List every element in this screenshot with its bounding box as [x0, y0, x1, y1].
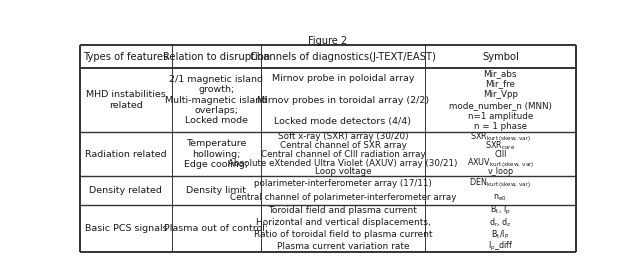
Text: Temperature
hollowing;
Edge cooling;: Temperature hollowing; Edge cooling; [184, 139, 248, 169]
Text: Relation to disruption: Relation to disruption [163, 52, 270, 62]
Text: polarimeter-interferometer array (17/11): polarimeter-interferometer array (17/11) [254, 179, 432, 188]
Text: n=1 amplitude: n=1 amplitude [468, 112, 533, 121]
Text: I$_{\mathregular{p}}$_diff: I$_{\mathregular{p}}$_diff [488, 239, 513, 253]
Text: Symbol: Symbol [482, 52, 519, 62]
Text: Figure 2: Figure 2 [308, 36, 348, 46]
Text: Channels of diagnostics(J-TEXT/EAST): Channels of diagnostics(J-TEXT/EAST) [250, 52, 436, 62]
Text: Absolute eXtended Ultra Violet (AXUV) array (30/21): Absolute eXtended Ultra Violet (AXUV) ar… [228, 159, 458, 168]
Text: MHD instabilities
related: MHD instabilities related [86, 90, 166, 110]
Text: n$_{\mathregular{e0}}$: n$_{\mathregular{e0}}$ [493, 192, 508, 203]
Text: Plasma out of control;: Plasma out of control; [164, 224, 268, 233]
Text: Types of features: Types of features [83, 52, 168, 62]
Text: Basic PCS signals: Basic PCS signals [84, 224, 167, 233]
Text: Mir_fre: Mir_fre [485, 80, 515, 89]
Text: Central channel of polarimeter-interferometer array: Central channel of polarimeter-interfero… [230, 193, 456, 202]
Text: Ratio of toroidal field to plasma current: Ratio of toroidal field to plasma curren… [253, 230, 432, 239]
Text: Locked mode detectors (4/4): Locked mode detectors (4/4) [275, 117, 412, 126]
Text: SXR$_{\mathregular{core}}$: SXR$_{\mathregular{core}}$ [485, 139, 515, 152]
Text: DEN$_{\mathregular{kurt\,(skew,\,var)}}$: DEN$_{\mathregular{kurt\,(skew,\,var)}}$ [469, 177, 532, 190]
Text: Mirnov probe in poloidal array: Mirnov probe in poloidal array [271, 74, 414, 83]
Text: SXR$_{\mathregular{kurt\,(skew,\,var)}}$: SXR$_{\mathregular{kurt\,(skew,\,var)}}$ [470, 130, 531, 144]
Text: Mirnov probes in toroidal array (2/2): Mirnov probes in toroidal array (2/2) [257, 96, 429, 105]
Text: Soft x-ray (SXR) array (30/20): Soft x-ray (SXR) array (30/20) [278, 132, 408, 141]
Text: Horizontal and vertical displacements,: Horizontal and vertical displacements, [255, 218, 430, 227]
Text: CIII: CIII [494, 150, 506, 159]
Text: B$_{\mathregular{t}}$/I$_{\mathregular{P}}$: B$_{\mathregular{t}}$/I$_{\mathregular{P… [492, 228, 509, 241]
Text: n = 1 phase: n = 1 phase [474, 122, 527, 131]
Text: B$_{\mathregular{t}}$, I$_{\mathregular{p}}$: B$_{\mathregular{t}}$, I$_{\mathregular{… [490, 204, 511, 217]
Text: Plasma current variation rate: Plasma current variation rate [276, 242, 409, 251]
Text: Loop voltage: Loop voltage [315, 167, 371, 176]
Text: Radiation related: Radiation related [85, 150, 166, 159]
Text: d$_{\mathregular{r}}$, d$_{\mathregular{z}}$: d$_{\mathregular{r}}$, d$_{\mathregular{… [489, 216, 512, 229]
Text: Central channel of SXR array: Central channel of SXR array [280, 141, 406, 150]
Text: Toroidal field and plasma current: Toroidal field and plasma current [268, 206, 417, 215]
Text: Density limit: Density limit [186, 186, 246, 195]
Text: Mir_abs: Mir_abs [484, 69, 517, 78]
Text: Central channel of CIII radiation array: Central channel of CIII radiation array [260, 150, 425, 159]
Text: 2/1 magnetic island
growth;
Multi-magnetic island
overlaps;
Locked mode: 2/1 magnetic island growth; Multi-magnet… [165, 75, 268, 125]
Text: AXUV$_{\mathregular{kurt\,(skew,\,var)}}$: AXUV$_{\mathregular{kurt\,(skew,\,var)}}… [467, 156, 534, 170]
Text: v_loop: v_loop [487, 167, 513, 176]
Text: mode_number_n (MNN): mode_number_n (MNN) [449, 101, 552, 110]
Text: Mir_Vpp: Mir_Vpp [483, 90, 518, 99]
Text: Density related: Density related [90, 186, 163, 195]
